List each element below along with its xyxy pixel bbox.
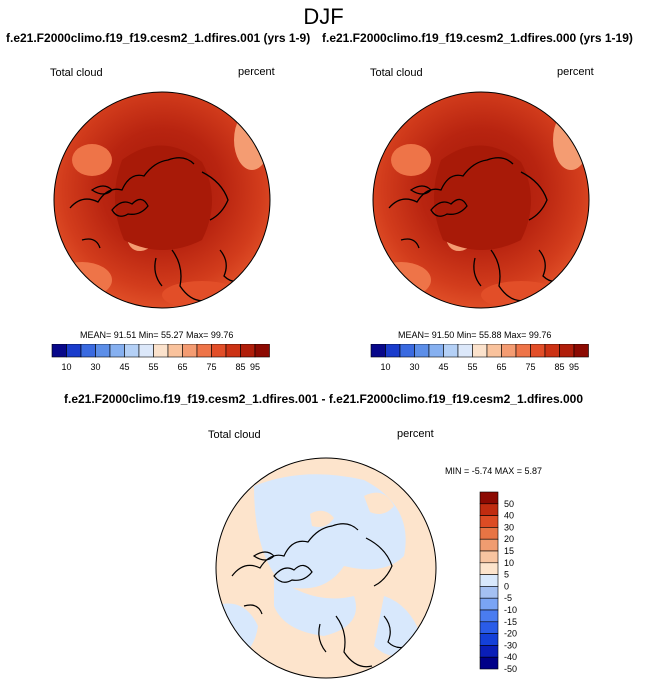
right-colorbar-tick-label: 30 bbox=[409, 362, 419, 372]
left-colorbar-swatch bbox=[124, 344, 140, 358]
diff-stats: MIN = -5.74 MAX = 5.87 bbox=[445, 466, 543, 476]
right-colorbar-swatch bbox=[486, 344, 502, 358]
diff-colorbar-tick-label: -30 bbox=[504, 640, 517, 650]
right-colorbar-swatch bbox=[472, 344, 488, 358]
diff-colorbar-tick-label: 50 bbox=[504, 499, 514, 509]
left-colorbar-tick-label: 30 bbox=[90, 362, 100, 372]
diff-colorbar-swatch bbox=[479, 574, 499, 587]
right-colorbar-tick-label: 85 bbox=[554, 362, 564, 372]
left-stats: MEAN= 91.51 Min= 55.27 Max= 99.76 bbox=[80, 330, 234, 340]
diff-colorbar-tick-label: 30 bbox=[504, 522, 514, 532]
diff-colorbar-tick-label: 0 bbox=[504, 581, 509, 591]
diff-colorbar-swatch bbox=[479, 562, 499, 575]
left-colorbar-tick-label: 10 bbox=[61, 362, 71, 372]
diff-colorbar-tick-label: -5 bbox=[504, 593, 512, 603]
right-colorbar-tick-label: 95 bbox=[569, 362, 579, 372]
right-colorbar-swatch bbox=[544, 344, 560, 358]
left-variable-label: Total cloud bbox=[50, 67, 103, 79]
right-case-title: f.e21.F2000climo.f19_f19.cesm2_1.dfires.… bbox=[322, 31, 633, 45]
left-colorbar-swatch bbox=[138, 344, 154, 358]
diff-colorbar-tick-label: 5 bbox=[504, 570, 509, 580]
left-colorbar-swatch bbox=[95, 344, 111, 358]
right-colorbar-swatch bbox=[414, 344, 430, 358]
right-colorbar-swatch bbox=[399, 344, 415, 358]
diff-colorbar-swatch bbox=[479, 597, 499, 611]
diff-colorbar-swatch bbox=[479, 550, 499, 564]
right-colorbar-swatch bbox=[443, 344, 459, 358]
right-colorbar: 10 30 45 55 65 75 85 95 bbox=[370, 344, 589, 372]
diff-colorbar-tick-label: -50 bbox=[504, 664, 517, 674]
left-colorbar-tick-label: 65 bbox=[177, 362, 187, 372]
right-colorbar-tick-label: 75 bbox=[525, 362, 535, 372]
left-colorbar-swatch bbox=[153, 344, 169, 358]
left-colorbar-swatch bbox=[51, 344, 67, 358]
left-colorbar-swatch bbox=[80, 344, 96, 358]
left-colorbar-swatch bbox=[240, 344, 256, 358]
diff-colorbar-swatch bbox=[479, 645, 499, 658]
right-polar-map bbox=[372, 91, 590, 309]
diff-colorbar-swatch bbox=[479, 503, 499, 516]
right-colorbar-swatch bbox=[573, 344, 589, 358]
diff-colorbar-swatch bbox=[479, 656, 499, 670]
right-colorbar-swatch bbox=[385, 344, 401, 358]
left-colorbar-swatch bbox=[182, 344, 198, 358]
season-title: DJF bbox=[303, 4, 344, 29]
left-units-label: percent bbox=[238, 66, 275, 78]
left-colorbar-swatch bbox=[167, 344, 183, 358]
diff-colorbar-tick-label: -10 bbox=[504, 605, 517, 615]
left-colorbar-swatch bbox=[254, 344, 270, 358]
diff-colorbar-tick-label: -20 bbox=[504, 629, 517, 639]
left-colorbar-tick-label: 75 bbox=[206, 362, 216, 372]
right-colorbar-swatch bbox=[457, 344, 473, 358]
left-colorbar-swatch bbox=[196, 344, 212, 358]
diff-colorbar-tick-label: -40 bbox=[504, 652, 517, 662]
left-case-title: f.e21.F2000climo.f19_f19.cesm2_1.dfires.… bbox=[6, 31, 311, 45]
diff-colorbar-swatch bbox=[479, 609, 499, 623]
diff-colorbar-swatch bbox=[479, 538, 499, 552]
difference-polar-map bbox=[215, 457, 437, 679]
diff-colorbar-swatch bbox=[479, 515, 499, 528]
diff-colorbar-swatch bbox=[479, 491, 499, 505]
left-colorbar-tick-label: 85 bbox=[235, 362, 245, 372]
left-colorbar-tick-label: 45 bbox=[119, 362, 129, 372]
left-colorbar-swatch bbox=[109, 344, 125, 358]
right-colorbar-swatch bbox=[559, 344, 575, 358]
diff-units-label: percent bbox=[397, 428, 434, 440]
diff-colorbar-swatch bbox=[479, 527, 499, 540]
diff-colorbar-swatch bbox=[479, 621, 499, 634]
right-colorbar-swatch bbox=[515, 344, 531, 358]
diff-colorbar-swatch bbox=[479, 586, 499, 599]
right-colorbar-tick-label: 10 bbox=[380, 362, 390, 372]
right-colorbar-tick-label: 55 bbox=[467, 362, 477, 372]
right-colorbar-swatch bbox=[501, 344, 517, 358]
left-polar-map bbox=[53, 91, 271, 309]
right-colorbar-tick-label: 45 bbox=[438, 362, 448, 372]
diff-colorbar-swatch bbox=[479, 633, 499, 646]
left-colorbar-tick-label: 55 bbox=[148, 362, 158, 372]
right-units-label: percent bbox=[557, 66, 594, 78]
right-variable-label: Total cloud bbox=[370, 67, 423, 79]
right-colorbar-tick-label: 65 bbox=[496, 362, 506, 372]
left-colorbar-tick-label: 95 bbox=[250, 362, 260, 372]
right-colorbar-swatch bbox=[370, 344, 386, 358]
left-colorbar-swatch bbox=[66, 344, 82, 358]
right-stats: MEAN= 91.50 Min= 55.88 Max= 99.76 bbox=[398, 330, 552, 340]
diff-variable-label: Total cloud bbox=[208, 429, 261, 441]
difference-title: f.e21.F2000climo.f19_f19.cesm2_1.dfires.… bbox=[64, 392, 583, 406]
left-colorbar: 10 30 45 55 65 75 85 95 bbox=[51, 344, 270, 372]
diff-colorbar-tick-label: 40 bbox=[504, 511, 514, 521]
right-colorbar-swatch bbox=[530, 344, 546, 358]
right-colorbar-swatch bbox=[428, 344, 444, 358]
diff-colorbar-tick-label: 10 bbox=[504, 558, 514, 568]
left-colorbar-swatch bbox=[225, 344, 241, 358]
diff-colorbar-tick-label: 15 bbox=[504, 546, 514, 556]
left-colorbar-swatch bbox=[211, 344, 227, 358]
diff-colorbar-tick-label: 20 bbox=[504, 534, 514, 544]
diff-colorbar-tick-label: -15 bbox=[504, 617, 517, 627]
